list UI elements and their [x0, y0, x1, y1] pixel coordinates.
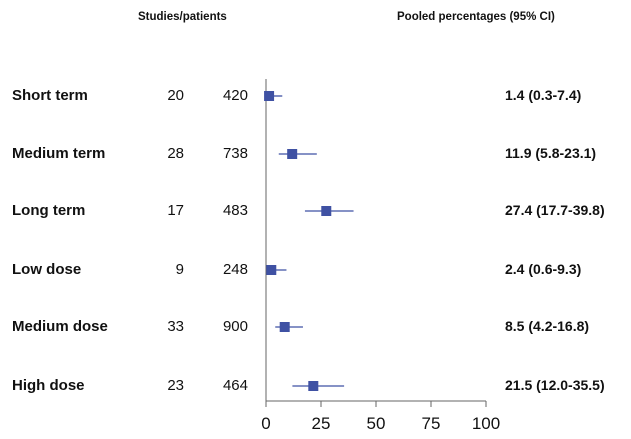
- row-studies: 17: [167, 202, 184, 219]
- row-label: High dose: [12, 377, 85, 394]
- row-patients: 248: [222, 261, 248, 278]
- row-studies: 9: [175, 261, 184, 278]
- row-studies: 33: [167, 318, 184, 335]
- x-tick-label: 0: [261, 414, 270, 433]
- row-patients: 420: [222, 87, 248, 104]
- point-estimate-marker: [264, 91, 275, 101]
- header-pooled-percentages: Pooled percentages (95% CI): [397, 11, 555, 23]
- x-tick-label: 100: [472, 414, 500, 433]
- row-estimate: 8.5 (4.2-16.8): [505, 318, 590, 334]
- row-label: Low dose: [12, 261, 82, 278]
- row-estimate: 27.4 (17.7-39.8): [505, 202, 605, 218]
- point-estimate-marker: [266, 265, 277, 275]
- point-estimate-marker: [308, 381, 319, 391]
- point-estimate-marker: [287, 149, 298, 159]
- row-studies: 20: [167, 87, 184, 104]
- row-estimate: 2.4 (0.6-9.3): [505, 261, 582, 277]
- x-tick-label: 50: [367, 414, 386, 433]
- row-estimate: 21.5 (12.0-35.5): [505, 377, 605, 393]
- row-studies: 28: [167, 145, 184, 162]
- row-label: Medium term: [12, 145, 106, 162]
- point-estimate-marker: [279, 322, 290, 332]
- row-label: Short term: [12, 87, 88, 104]
- row-patients: 738: [222, 145, 248, 162]
- point-estimate-marker: [321, 206, 332, 216]
- x-tick-label: 75: [422, 414, 441, 433]
- header-studies-patients: Studies/patients: [138, 11, 227, 23]
- row-studies: 23: [167, 377, 184, 394]
- row-estimate: 1.4 (0.3-7.4): [505, 87, 582, 103]
- row-patients: 900: [222, 318, 248, 335]
- row-patients: 483: [222, 202, 248, 219]
- row-label: Medium dose: [12, 318, 108, 335]
- x-tick-label: 25: [312, 414, 331, 433]
- row-estimate: 11.9 (5.8-23.1): [505, 145, 597, 161]
- row-label: Long term: [12, 202, 86, 219]
- row-patients: 464: [222, 377, 248, 394]
